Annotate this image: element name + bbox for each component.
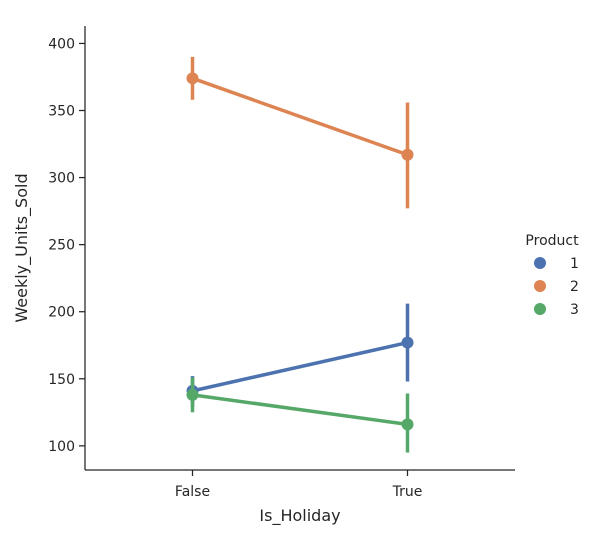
series-line: [190, 340, 410, 393]
y-tick-label: 300: [48, 171, 75, 187]
x-tick-label: False: [175, 484, 210, 500]
y-tick-label: 200: [48, 305, 75, 321]
legend-title: Product: [525, 233, 579, 249]
series-1: [186, 303, 414, 407]
series-layer: [186, 56, 414, 453]
y-tick-label: 100: [48, 439, 75, 455]
y-axis-ticks: 100 150 200 250 300 350 400: [48, 36, 85, 455]
legend: Product 1 2 3: [525, 233, 579, 318]
data-point: [401, 418, 414, 431]
series-3: [186, 377, 414, 453]
series-line: [190, 76, 410, 157]
legend-marker: [534, 303, 546, 315]
x-tick-label: True: [392, 484, 423, 500]
y-tick-label: 250: [48, 238, 75, 254]
legend-label: 2: [570, 279, 579, 295]
data-point: [401, 148, 414, 161]
data-point: [186, 388, 199, 401]
series-line: [190, 393, 410, 427]
series-2: [186, 56, 414, 209]
data-point: [401, 336, 414, 349]
y-tick-label: 400: [48, 36, 75, 52]
legend-marker: [534, 280, 546, 292]
x-axis-label: Is_Holiday: [259, 506, 340, 526]
y-tick-label: 150: [48, 372, 75, 388]
y-axis-label: Weekly_Units_Sold: [12, 173, 32, 322]
y-tick-label: 350: [48, 104, 75, 120]
data-point: [186, 72, 199, 85]
legend-label: 1: [570, 256, 579, 272]
legend-marker: [534, 257, 546, 269]
legend-label: 3: [570, 302, 579, 318]
x-axis-ticks: False True: [175, 470, 422, 500]
